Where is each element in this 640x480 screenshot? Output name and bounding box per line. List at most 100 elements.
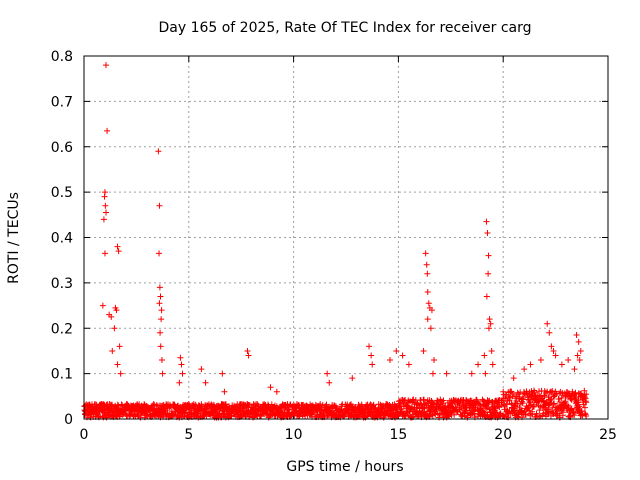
data-point [558, 361, 565, 368]
data-point [179, 370, 186, 377]
data-point [104, 127, 111, 134]
background-point [495, 403, 502, 410]
data-point [108, 313, 115, 320]
y-tick-label: 0.8 [51, 49, 73, 65]
background-point [581, 410, 588, 417]
background-point [571, 412, 578, 419]
data-point [244, 347, 251, 354]
y-axis-label: ROTI / TECUs [6, 192, 22, 284]
data-point [484, 229, 491, 236]
background-point [529, 411, 536, 418]
data-point [156, 250, 163, 257]
background-point [578, 408, 585, 415]
data-point [521, 366, 528, 373]
background-point [380, 406, 387, 413]
background-point [468, 397, 475, 404]
data-point [221, 388, 228, 395]
data-point [576, 357, 583, 364]
plot-border [83, 55, 609, 420]
background-point [537, 403, 544, 410]
background-point [258, 413, 265, 420]
data-point [550, 347, 557, 354]
background-point [549, 409, 556, 416]
background-point [562, 398, 569, 405]
data-point [116, 343, 123, 350]
data-point [393, 347, 400, 354]
data-point [156, 284, 163, 291]
background-point [547, 397, 554, 404]
data-point [178, 361, 185, 368]
data-point [99, 302, 106, 309]
background-point [501, 406, 508, 413]
data-point [177, 354, 184, 361]
data-point [482, 370, 489, 377]
data-point [158, 357, 165, 364]
data-point [155, 148, 162, 155]
data-point [156, 202, 163, 209]
background-point [559, 409, 566, 416]
background-point [395, 412, 402, 419]
data-point [399, 352, 406, 359]
data-point [573, 332, 580, 339]
data-point [577, 347, 584, 354]
background-point [92, 401, 99, 408]
data-point [202, 379, 209, 386]
data-point [102, 202, 109, 209]
x-tick-label: 0 [80, 427, 89, 443]
data-point [109, 347, 116, 354]
data-point [103, 209, 110, 216]
data-point [101, 250, 108, 257]
data-point [114, 361, 121, 368]
background-point [436, 411, 443, 418]
background-point [355, 413, 362, 420]
data-point [405, 361, 412, 368]
data-point [485, 270, 492, 277]
data-point [158, 316, 165, 323]
data-point [574, 352, 581, 359]
background-point [447, 409, 454, 416]
background-point [119, 402, 126, 409]
data-point [157, 343, 164, 350]
grid-lines [84, 56, 608, 419]
background-point [500, 388, 507, 395]
data-point [552, 352, 559, 359]
y-tick-label: 0.5 [51, 185, 73, 201]
background-point [576, 403, 583, 410]
x-tick-label: 5 [184, 427, 193, 443]
background-point [531, 389, 538, 396]
data-point [428, 307, 435, 314]
x-tick-label: 10 [285, 427, 303, 443]
data-point [245, 352, 252, 359]
data-point [158, 307, 165, 314]
background-point [534, 398, 541, 405]
data-point [537, 357, 544, 364]
data-point [475, 361, 482, 368]
data-point [485, 252, 492, 259]
background-point [483, 405, 490, 412]
data-point [489, 361, 496, 368]
data-point [100, 216, 107, 223]
background-point [581, 394, 588, 401]
data-point [565, 357, 572, 364]
background-point [419, 409, 426, 416]
data-point [349, 375, 356, 382]
data-point [429, 370, 436, 377]
background-point [493, 409, 500, 416]
x-tick-label: 20 [494, 427, 512, 443]
data-point [159, 370, 166, 377]
data-point [324, 370, 331, 377]
background-point [568, 405, 575, 412]
data-point [527, 361, 534, 368]
background-point [375, 406, 382, 413]
background-point [358, 403, 365, 410]
background-point [409, 414, 416, 421]
data-point [425, 300, 432, 307]
data-point [103, 62, 110, 69]
data-point [427, 325, 434, 332]
background-point [468, 411, 475, 418]
background-point [405, 399, 412, 406]
data-point [111, 325, 118, 332]
background-point [555, 395, 562, 402]
background-point [583, 399, 590, 406]
background-point [372, 404, 379, 411]
